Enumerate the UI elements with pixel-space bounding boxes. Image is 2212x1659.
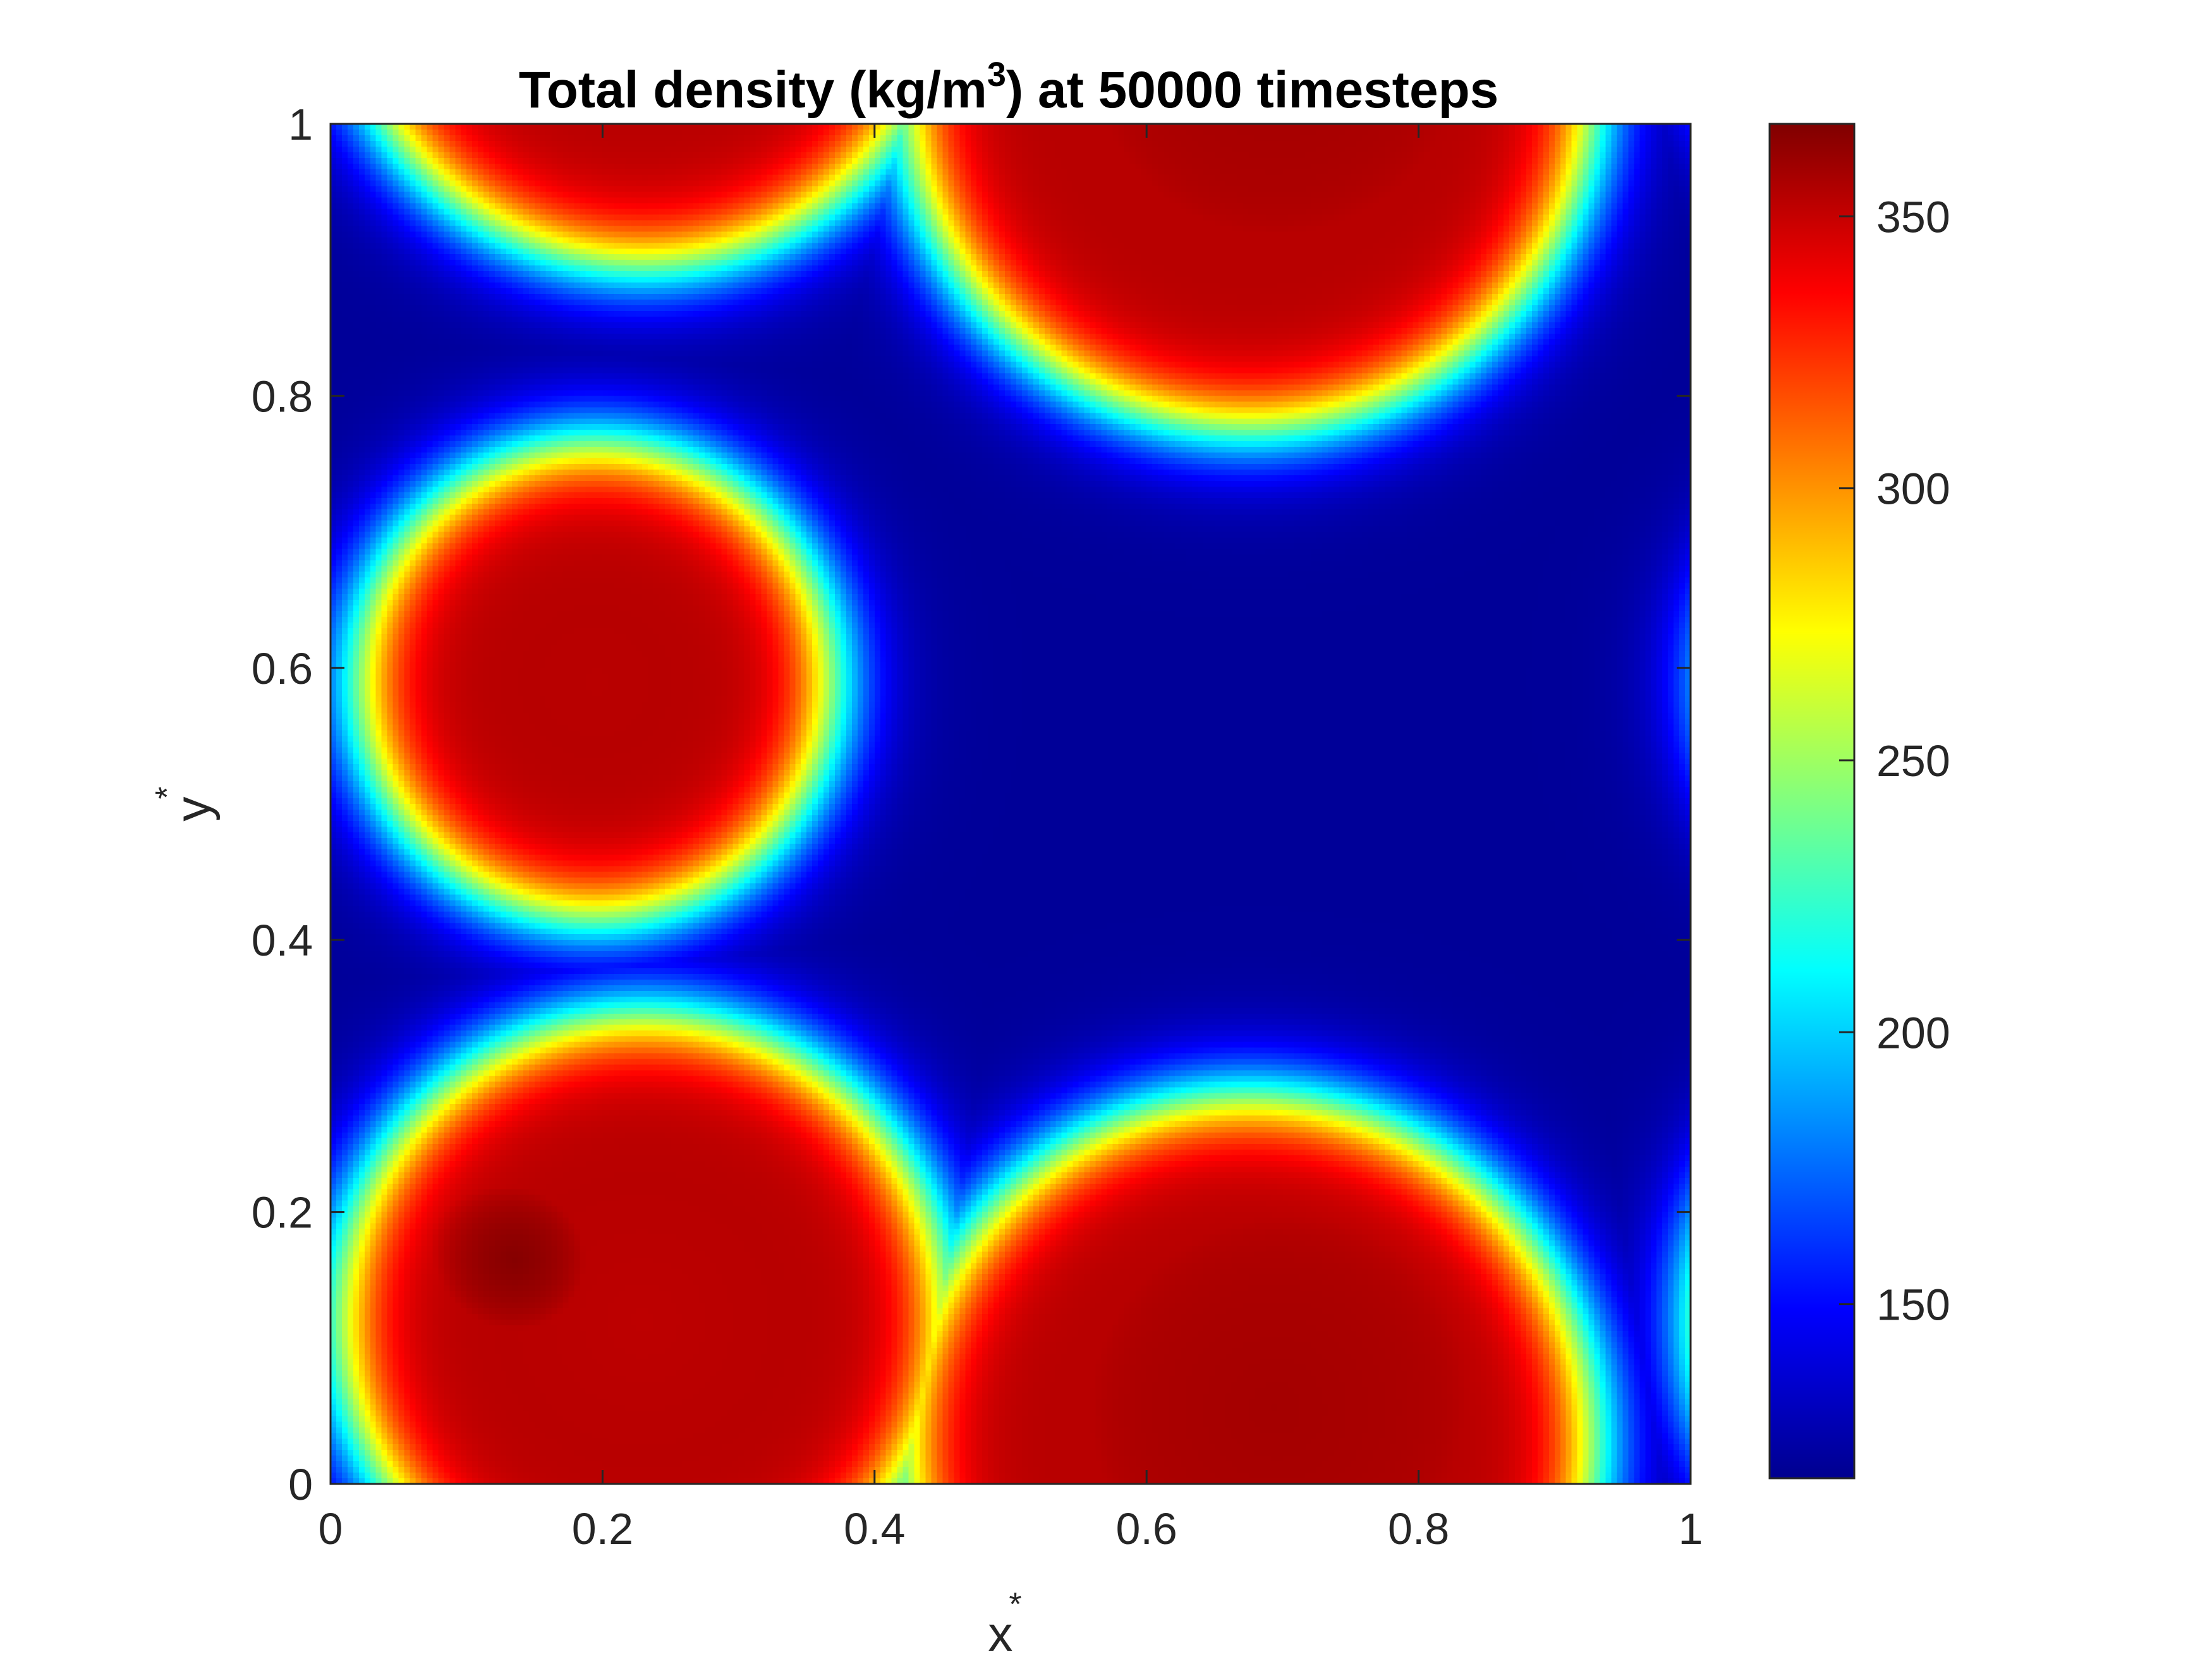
heatmap-image xyxy=(331,124,1691,1484)
x-axis: 0 0.2 0.4 0.6 0.8 1 xyxy=(319,124,1703,1553)
plot-area xyxy=(329,123,1692,1485)
x-tick-label: 0 xyxy=(319,1504,343,1553)
colorbar-tick-label: 350 xyxy=(1876,192,1950,241)
colorbar-tick-label: 300 xyxy=(1876,465,1950,514)
heatmap-container xyxy=(331,124,1691,1484)
y-axis-title-text: y xyxy=(165,797,221,822)
chart-title-prefix: Total density (kg/m xyxy=(519,61,987,119)
colorbar-tick-label: 200 xyxy=(1876,1008,1950,1057)
y-tick-label: 0.8 xyxy=(252,372,313,421)
colorbar-tick-label: 250 xyxy=(1876,736,1950,786)
plot-frame xyxy=(329,123,1692,1485)
x-tick-label: 1 xyxy=(1679,1504,1703,1553)
y-axis-title: y* xyxy=(149,786,221,821)
x-tick-label: 0.2 xyxy=(572,1504,633,1553)
colorbar-ticks: 150 200 250 300 350 xyxy=(1839,192,1950,1330)
x-tick-label: 0.4 xyxy=(844,1504,905,1553)
y-tick-label: 1 xyxy=(288,100,313,149)
chart-title-suffix: ) at 50000 timesteps xyxy=(1006,61,1498,119)
colorbar: 150 200 250 300 350 xyxy=(1768,123,1950,1480)
x-axis-title: x* xyxy=(988,1586,1021,1659)
y-axis-title-superscript: * xyxy=(149,786,186,799)
y-tick-label: 0.2 xyxy=(252,1188,313,1237)
x-axis-title-text: x xyxy=(988,1606,1012,1659)
y-axis: 0 0.2 0.4 0.6 0.8 1 xyxy=(252,100,1691,1509)
y-tick-label: 0 xyxy=(288,1460,313,1509)
colorbar-frame xyxy=(1768,123,1856,1480)
chart-title: Total density (kg/m3) at 50000 timesteps xyxy=(519,56,1499,119)
y-tick-label: 0.6 xyxy=(252,644,313,693)
chart-title-superscript: 3 xyxy=(987,56,1006,94)
y-tick-label: 0.4 xyxy=(252,916,313,965)
x-tick-label: 0.8 xyxy=(1388,1504,1449,1553)
x-axis-title-superscript: * xyxy=(1009,1586,1021,1623)
colorbar-tick-label: 150 xyxy=(1876,1280,1950,1330)
colorbar-gradient xyxy=(1770,124,1854,1478)
x-tick-label: 0.6 xyxy=(1116,1504,1177,1553)
